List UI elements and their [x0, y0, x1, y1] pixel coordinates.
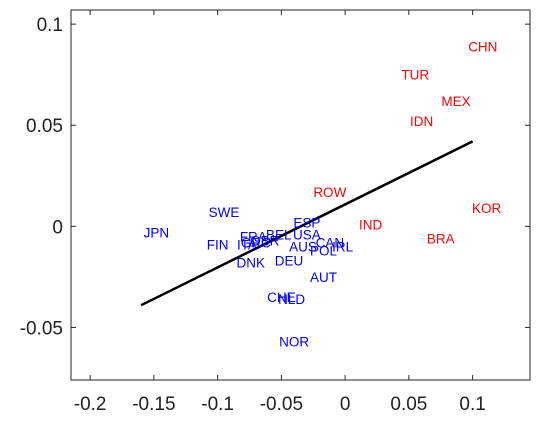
- x-tick-label: 0: [340, 394, 351, 415]
- point-label-tur: TUR: [401, 68, 429, 83]
- x-tick-label: 0.1: [459, 394, 485, 415]
- point-label-kor: KOR: [472, 201, 502, 216]
- point-label-can: CAN: [316, 236, 345, 251]
- point-label-mex: MEX: [441, 94, 470, 109]
- x-tick-label: 0.05: [390, 394, 427, 415]
- point-label-deu: DEU: [275, 254, 304, 269]
- point-label-nld: NLD: [278, 292, 305, 307]
- point-label-aus: AUS: [289, 240, 317, 255]
- point-label-aut: AUT: [310, 270, 337, 285]
- point-label-ita: ITA: [237, 238, 257, 253]
- y-tick-label: 0.05: [26, 116, 63, 137]
- point-label-esp: ESP: [293, 215, 320, 230]
- point-label-grc: GRC: [241, 236, 271, 251]
- y-tick-label: -0.05: [20, 318, 63, 339]
- x-tick-label: -0.2: [74, 394, 107, 415]
- x-tick-label: -0.1: [201, 394, 234, 415]
- point-label-irl: IRL: [332, 240, 354, 255]
- point-label-pol: POL: [310, 244, 338, 259]
- point-label-row: ROW: [313, 185, 346, 200]
- fit-line: [140, 140, 474, 307]
- point-label-idn: IDN: [410, 114, 433, 129]
- x-tick-label: -0.15: [132, 394, 175, 415]
- plot-area: [70, 9, 531, 381]
- y-tick-labels: -0.05 0 0.05 0.1: [20, 15, 63, 339]
- x-tick-label: -0.05: [260, 394, 303, 415]
- point-label-fin: FIN: [207, 238, 229, 253]
- point-label-bel: BEL: [266, 227, 292, 242]
- point-label-chn: CHN: [468, 39, 497, 54]
- y-tick-label: 0: [52, 217, 63, 238]
- point-label-swe: SWE: [209, 205, 240, 220]
- point-label-usa: USA: [293, 227, 321, 242]
- y-tick-label: 0.1: [37, 15, 63, 36]
- point-label-dnk: DNK: [237, 256, 266, 271]
- point-label-gbr: GBR: [250, 233, 280, 248]
- plot-frame: [70, 9, 531, 381]
- point-label-jpn: JPN: [144, 225, 170, 240]
- point-label-che: CHE: [267, 290, 296, 305]
- point-label-bra: BRA: [427, 231, 455, 246]
- point-label-ind: IND: [359, 217, 383, 232]
- point-label-nor: NOR: [279, 335, 309, 350]
- data-point-labels: CHN TUR MEX IDN ROW KOR IND BRA SWE ESP JPN FRAGBRB…: [144, 39, 502, 349]
- tick-marks: [71, 10, 530, 380]
- x-tick-labels: -0.2 -0.15 -0.1 -0.05 0 0.05 0.1: [74, 394, 486, 415]
- point-label-fra: FRA: [240, 229, 267, 244]
